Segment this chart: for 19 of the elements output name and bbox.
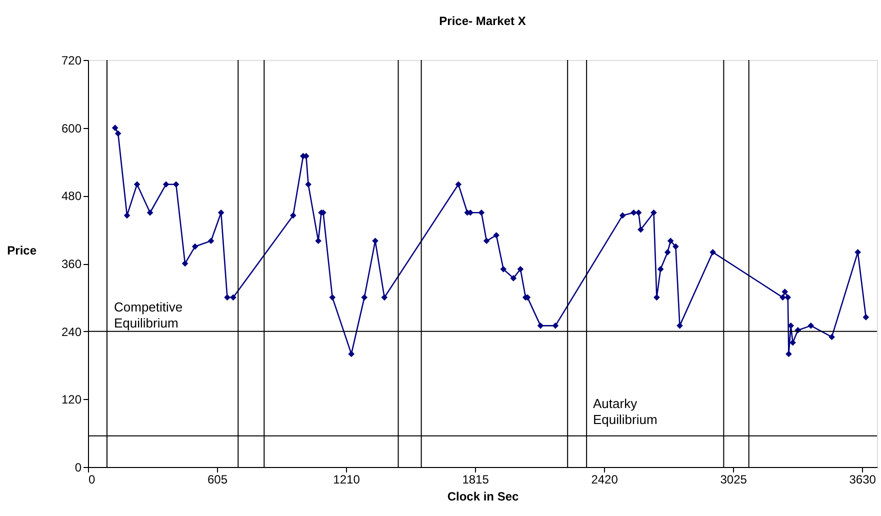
x-tick-label: 605: [207, 472, 228, 486]
x-tick-label: 3630: [849, 472, 876, 486]
y-tick-label: 600: [61, 121, 82, 136]
y-axis-title: Price: [7, 244, 37, 258]
x-axis-title: Clock in Sec: [447, 490, 519, 504]
y-tick-label: 360: [61, 257, 82, 271]
x-tick-label: 3025: [720, 472, 748, 486]
y-tick-label: 0: [74, 460, 82, 474]
y-tick-label: 240: [61, 324, 82, 339]
chart-title: Price- Market X: [439, 14, 526, 28]
x-tick-label: 2420: [591, 472, 618, 486]
x-tick-label: 1210: [333, 472, 360, 486]
y-tick-label: 720: [61, 54, 82, 68]
x-tick-label: 0: [88, 472, 96, 486]
y-tick-label: 120: [61, 392, 82, 407]
ref-line-label: Competitive Equilibrium: [114, 299, 183, 330]
x-tick-label: 1815: [462, 472, 490, 486]
ref-line-label: Autarky Equilibrium: [593, 396, 658, 427]
y-tick-label: 480: [61, 189, 82, 204]
